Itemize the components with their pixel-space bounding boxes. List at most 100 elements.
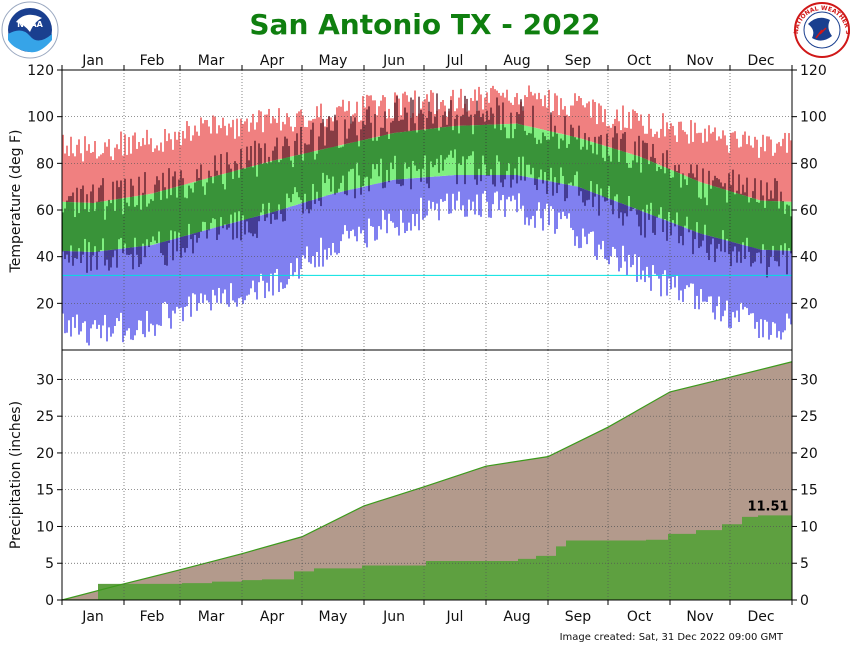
record-low-bar: [746, 245, 748, 309]
record-low-bar: [200, 231, 202, 294]
actual-temperature-bar: [718, 179, 720, 188]
actual-temperature-bar: [428, 101, 430, 129]
actual-temperature-bar: [216, 170, 218, 176]
actual-temperature-bar: [132, 185, 134, 197]
record-low-bar: [222, 225, 224, 294]
actual-temperature-bar: [588, 190, 590, 200]
actual-temperature-bar: [194, 182, 196, 234]
actual-temperature-bar: [86, 202, 88, 252]
record-high-bar: [700, 132, 702, 183]
actual-temperature-bar: [518, 114, 520, 125]
actual-temperature-bar: [114, 210, 116, 250]
record-low-bar: [534, 178, 536, 228]
actual-temperature-bar: [140, 246, 142, 265]
actual-temperature-bar: [654, 216, 656, 235]
record-high-bar: [216, 133, 218, 176]
actual-temperature-bar: [228, 172, 230, 224]
record-high-bar: [600, 105, 602, 145]
actual-temperature-bar: [172, 187, 174, 240]
actual-temperature-bar: [384, 111, 386, 136]
actual-temperature-bar: [516, 112, 518, 124]
record-low-bar: [400, 179, 402, 210]
record-high-bar: [102, 153, 104, 202]
actual-temperature-bar: [214, 155, 216, 177]
record-high-bar: [162, 151, 164, 191]
record-high-bar: [658, 137, 660, 165]
record-high-bar: [252, 113, 254, 167]
record-low-bar: [580, 187, 582, 248]
record-low-bar: [130, 247, 132, 340]
actual-temperature-bar: [556, 182, 558, 194]
actual-temperature-bar: [324, 145, 326, 149]
record-low-bar: [96, 251, 98, 329]
actual-temperature-bar: [662, 219, 664, 232]
record-high-bar: [488, 102, 490, 125]
record-high-bar: [140, 146, 142, 196]
actual-temperature-bar: [116, 180, 118, 200]
actual-temperature-bar: [64, 250, 66, 260]
actual-temperature-bar: [696, 180, 698, 223]
actual-temperature-bar: [330, 147, 332, 192]
actual-temperature-bar: [118, 198, 120, 240]
actual-temperature-bar: [248, 218, 250, 233]
actual-temperature-bar: [700, 233, 702, 247]
record-high-bar: [78, 139, 80, 203]
record-low-bar: [338, 192, 340, 254]
record-low-bar: [542, 179, 544, 231]
actual-temperature-bar: [716, 187, 718, 238]
actual-temperature-bar: [666, 150, 668, 169]
actual-temperature-bar: [210, 177, 212, 223]
record-high-bar: [244, 121, 246, 169]
actual-temperature-bar: [476, 100, 478, 126]
record-low-bar: [406, 178, 408, 231]
record-low-bar: [630, 206, 632, 268]
record-high-bar: [154, 148, 156, 193]
record-low-bar: [204, 230, 206, 295]
record-high-bar: [762, 134, 764, 201]
precipitation-tick-label-left: 5: [45, 556, 54, 572]
actual-temperature-bar: [148, 203, 150, 246]
actual-temperature-bar: [758, 202, 760, 250]
record-low-bar: [210, 228, 212, 311]
actual-temperature-bar: [494, 128, 496, 175]
actual-temperature-bar: [286, 138, 288, 158]
record-high-bar: [188, 126, 190, 184]
actual-temperature-bar: [280, 160, 282, 210]
record-low-bar: [540, 179, 542, 219]
record-high-bar: [630, 128, 632, 154]
actual-temperature-bar: [472, 134, 474, 152]
actual-temperature-bar: [718, 187, 720, 239]
actual-temperature-bar: [438, 130, 440, 173]
actual-temperature-bar: [410, 178, 412, 190]
actual-temperature-bar: [432, 123, 434, 129]
month-label-top: Nov: [686, 53, 713, 69]
actual-temperature-bar: [478, 125, 480, 169]
actual-temperature-bar: [440, 126, 442, 128]
actual-temperature-bar: [488, 124, 490, 175]
actual-temperature-bar: [662, 166, 664, 220]
record-low-bar: [420, 177, 422, 198]
record-high-bar: [750, 145, 752, 198]
actual-temperature-bar: [436, 93, 438, 129]
record-low-bar: [288, 207, 290, 280]
record-high-bar: [670, 123, 672, 170]
record-high-bar: [414, 90, 416, 131]
record-low-bar: [276, 210, 278, 269]
actual-temperature-bar: [742, 184, 744, 196]
actual-temperature-bar: [194, 233, 196, 235]
record-low-bar: [636, 209, 638, 282]
actual-temperature-bar: [656, 216, 658, 218]
actual-temperature-bar: [680, 226, 682, 236]
actual-temperature-bar: [160, 242, 162, 254]
actual-temperature-bar: [424, 130, 426, 156]
actual-temperature-bar: [606, 133, 608, 147]
actual-temperature-bar: [418, 96, 420, 131]
record-low-bar: [594, 193, 596, 257]
actual-temperature-bar: [598, 144, 600, 195]
record-high-bar: [382, 95, 384, 136]
actual-temperature-bar: [180, 185, 182, 237]
record-low-bar: [70, 251, 72, 337]
actual-temperature-bar: [598, 194, 600, 216]
actual-temperature-bar: [448, 126, 450, 155]
actual-temperature-bar: [702, 168, 704, 183]
